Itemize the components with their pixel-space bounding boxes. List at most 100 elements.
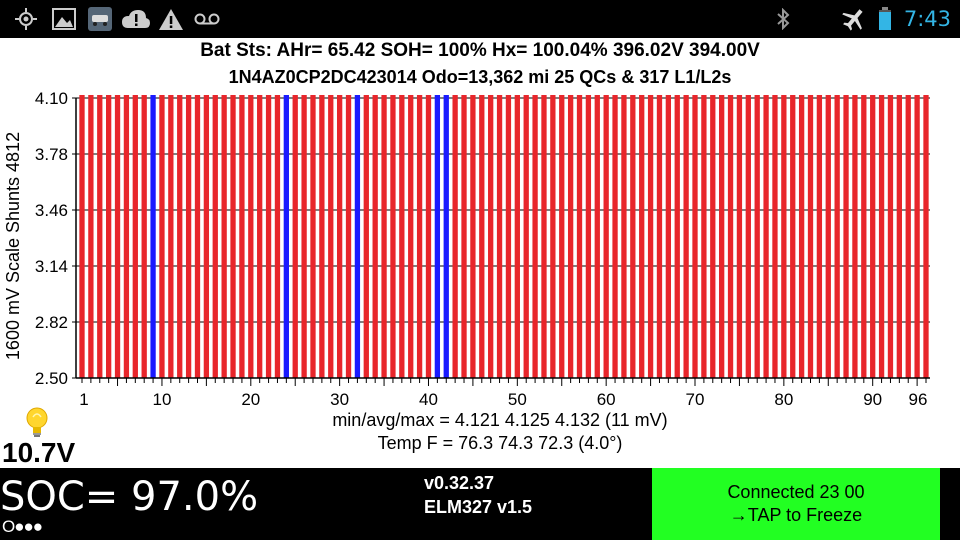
cell-bar-9 [150,95,156,378]
cell-bar-93 [896,95,902,378]
cell-bar-60 [603,95,609,378]
gps-icon [12,0,40,38]
cell-bar-63 [630,95,636,378]
x-tick-label: 70 [686,390,705,409]
cell-bar-50 [514,95,520,378]
y-tick-label: 3.78 [35,145,68,164]
temperature-readout: Temp F = 76.3 74.3 72.3 (4.0°) [377,433,623,453]
cell-bar-90 [870,95,876,378]
voicemail-icon [193,0,221,38]
cell-bar-58 [585,95,592,378]
cell-bar-41 [434,95,441,378]
cell-bar-24 [283,95,289,378]
cell-bar-94 [905,95,911,378]
cell-bar-11 [168,95,174,378]
cell-bar-17 [221,95,227,378]
cell-bar-44 [461,95,467,378]
x-tick-label: 60 [597,390,616,409]
cell-bar-18 [230,95,236,378]
cell-bar-82 [798,95,805,378]
x-tick-label: 50 [508,390,527,409]
cell-bar-48 [496,95,503,378]
cell-bar-26 [301,95,307,378]
lightbulb-icon[interactable] [24,406,50,440]
cell-bar-39 [416,95,423,378]
cell-bar-7 [132,95,138,378]
cell-bar-31 [345,95,352,378]
cell-bar-53 [541,95,547,378]
cell-bar-36 [390,95,396,378]
cell-bar-28 [319,95,325,378]
cell-bar-59 [594,95,600,378]
x-tick-label: 1 [79,390,88,409]
cell-bar-27 [310,95,316,378]
cell-bar-23 [274,95,281,378]
x-tick-label: 40 [419,390,438,409]
cell-bar-3 [97,95,103,378]
airplane-mode-icon [840,0,868,38]
cell-bar-32 [354,95,361,378]
cell-bar-75 [736,95,743,378]
cell-bar-91 [878,95,885,378]
cell-bar-67 [665,95,672,378]
aux-battery-voltage: 10.7V [2,437,76,468]
x-tick-label: 10 [152,390,171,409]
car-app-icon [86,0,114,38]
cell-bar-87 [843,95,849,378]
cell-bar-2 [88,95,94,378]
cell-bar-30 [336,95,343,378]
cell-bar-46 [479,95,485,378]
cell-bar-57 [576,95,583,378]
battery-icon [874,0,896,38]
cell-bar-96 [923,95,929,378]
tap-to-freeze-button[interactable]: Connected 23 00 →TAP to Freeze [652,468,940,540]
cell-bar-14 [194,95,201,378]
cell-bar-5 [114,95,121,378]
cell-bar-25 [292,95,298,378]
cell-bar-33 [363,95,369,378]
cell-bar-8 [141,95,147,378]
x-tick-label: 80 [774,390,793,409]
cell-bar-86 [834,95,840,378]
cell-bar-61 [612,95,618,378]
cell-bar-21 [257,95,263,378]
cell-bar-85 [825,95,831,378]
cell-bar-54 [550,95,556,378]
cell-bar-78 [763,95,769,378]
cell-bar-66 [656,95,663,378]
vehicle-info-line: 1N4AZ0CP2DC423014 Odo=13,362 mi 25 QCs &… [228,67,732,87]
cell-bar-47 [488,95,494,378]
cell-bar-19 [239,95,245,378]
cell-bar-6 [123,95,130,378]
cell-bar-13 [185,95,192,378]
cell-voltage-chart: 4.10 3.78 3.46 3.14 2.82 2.50 1 10 20 30 40 50 60 70… [35,89,930,409]
cell-bar-20 [248,95,254,378]
battery-status-line: Bat Sts: AHr= 65.42 SOH= 100% Hx= 100.04… [200,40,760,61]
cell-bar-72 [710,95,716,378]
x-tick-label: 20 [241,390,260,409]
cell-bar-43 [452,95,458,378]
warning-icon [157,0,185,38]
cell-bar-37 [399,95,405,378]
cell-bar-83 [807,95,814,378]
cell-bar-52 [532,95,538,378]
y-tick-label: 3.46 [35,201,68,220]
cell-bar-92 [887,95,894,378]
cell-bar-68 [674,95,680,378]
cell-bar-16 [212,95,218,378]
connection-status: Connected 23 00 [727,482,865,502]
cell-bar-29 [328,95,334,378]
cell-bar-22 [265,95,272,378]
min-avg-max-readout: min/avg/max = 4.121 4.125 4.132 (11 mV) [332,410,668,430]
cell-bar-42 [443,95,449,378]
cell-bar-80 [781,95,787,378]
clock: 7:43 [903,7,951,31]
cell-bar-73 [719,95,725,378]
gallery-icon [50,0,78,38]
status-bar: 7:43 [0,0,960,38]
cell-bar-64 [639,95,645,378]
y-tick-label: 2.50 [35,369,68,388]
cell-bar-49 [505,95,512,378]
y-tick-label: 3.14 [35,257,68,276]
cell-bar-51 [523,95,529,378]
